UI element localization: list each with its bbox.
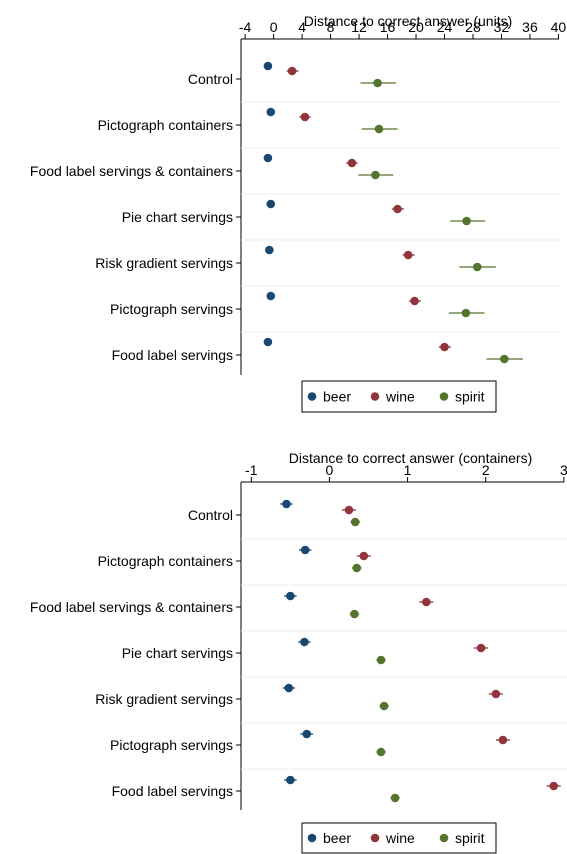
wine-point	[498, 735, 508, 745]
x-tick-label: 0	[270, 19, 278, 35]
legend-label-wine: wine	[385, 830, 415, 846]
legend-label-wine: wine	[385, 389, 415, 405]
category-label: Risk gradient servings	[95, 255, 233, 271]
x-tick-label: 1	[404, 462, 412, 478]
beer-point	[265, 245, 274, 255]
spirit-point	[350, 609, 359, 619]
wine-point	[410, 296, 419, 306]
units-panel: Distance to correct answer (units)-4 0 4 8 1…	[30, 13, 567, 413]
wine-point	[549, 781, 559, 791]
beer-point	[286, 775, 295, 785]
category-label: Food label servings & containers	[30, 163, 233, 179]
spirit-point	[461, 308, 471, 318]
legend-marker-wine	[370, 392, 380, 401]
category-label: Control	[188, 71, 233, 87]
wine-point	[344, 505, 354, 515]
category-label: Pie chart servings	[122, 645, 233, 661]
wine-point	[422, 597, 431, 607]
legend-label-spirit: spirit	[455, 389, 485, 405]
spirit-point	[462, 216, 471, 226]
spirit-point	[379, 701, 389, 711]
category-label: Pictograph servings	[110, 301, 233, 317]
wine-point	[300, 112, 310, 122]
x-tick-label: 32	[494, 19, 510, 35]
wine-point	[491, 689, 501, 699]
spirit-point	[373, 78, 382, 88]
beer-point	[282, 499, 291, 509]
legend-box	[301, 822, 497, 854]
x-tick-label: 8	[327, 19, 335, 35]
wine-point	[440, 342, 449, 352]
x-tick-label: 2	[482, 462, 490, 478]
beer-point	[266, 107, 276, 117]
beer-point	[300, 545, 310, 555]
legend-label-beer: beer	[323, 389, 351, 405]
wine-point	[476, 643, 486, 653]
x-tick-label: 12	[351, 19, 367, 35]
x-tick-label: 0	[326, 462, 334, 478]
spirit-point	[374, 124, 384, 134]
x-tick-label: 3	[560, 462, 567, 478]
category-label: Food label servings	[112, 347, 233, 363]
legend: beer wine spirit	[301, 822, 497, 854]
x-tick-label: 36	[522, 19, 538, 35]
x-tick-label: 28	[465, 19, 481, 35]
x-axis-title: Distance to correct answer (containers)	[289, 450, 533, 466]
wine-point	[403, 250, 413, 260]
spirit-point	[371, 170, 380, 180]
legend-marker-spirit	[439, 833, 449, 843]
beer-point	[266, 291, 276, 301]
category-label: Pie chart servings	[122, 209, 233, 225]
x-tick-label: -4	[239, 19, 252, 35]
legend-label-spirit: spirit	[455, 830, 485, 846]
beer-point	[302, 729, 312, 739]
spirit-point	[352, 563, 362, 573]
x-tick-label: 16	[380, 19, 396, 35]
containers-panel: Distance to correct answer (containers) -…	[30, 450, 567, 854]
spirit-point	[376, 655, 386, 665]
beer-point	[300, 637, 309, 647]
beer-point	[284, 683, 294, 693]
wine-point	[287, 66, 297, 76]
category-label: Risk gradient servings	[95, 691, 233, 707]
category-label: Control	[188, 507, 233, 523]
spirit-point	[390, 793, 400, 803]
x-tick-label: 4	[298, 19, 306, 35]
spirit-point	[376, 747, 386, 757]
legend-marker-spirit	[439, 392, 449, 401]
spirit-point	[500, 354, 509, 364]
category-label: Pictograph containers	[98, 117, 233, 133]
beer-point	[263, 61, 273, 71]
x-axis-title: Distance to correct answer (units)	[304, 13, 513, 29]
beer-point	[286, 591, 295, 601]
spirit-point	[472, 262, 482, 272]
wine-point	[359, 551, 369, 561]
legend-box	[301, 380, 497, 413]
legend-marker-beer	[307, 833, 317, 843]
x-tick-label: -1	[245, 462, 258, 478]
legend-marker-wine	[370, 833, 380, 843]
legend-marker-beer	[307, 392, 317, 401]
legend: beer wine spirit	[301, 380, 497, 413]
category-label: Pictograph containers	[98, 553, 233, 569]
beer-point	[263, 153, 273, 163]
x-tick-label: 40	[551, 19, 567, 35]
x-tick-label: 24	[437, 19, 453, 35]
category-label: Food label servings	[112, 783, 233, 799]
beer-point	[266, 199, 276, 209]
beer-point	[263, 337, 273, 347]
wine-point	[393, 204, 402, 214]
category-label: Pictograph servings	[110, 737, 233, 753]
category-label: Food label servings & containers	[30, 599, 233, 615]
legend-label-beer: beer	[323, 830, 351, 846]
wine-point	[347, 158, 357, 168]
x-tick-label: 20	[408, 19, 424, 35]
spirit-point	[350, 517, 360, 527]
